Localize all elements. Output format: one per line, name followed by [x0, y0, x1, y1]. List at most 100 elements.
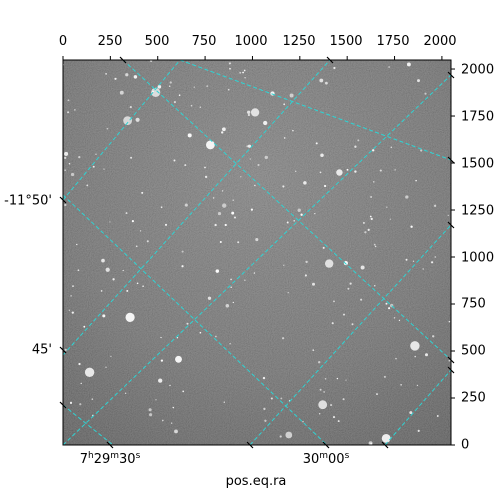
star: [345, 379, 347, 381]
star: [319, 171, 322, 174]
world-tick-mark: [59, 401, 67, 409]
star: [287, 292, 289, 294]
star: [169, 384, 171, 387]
world-tick-mark: [322, 441, 330, 449]
star: [125, 312, 135, 323]
star: [370, 217, 373, 221]
right-tick-label-1750: 1750: [461, 109, 495, 125]
star: [289, 93, 294, 98]
star: [109, 221, 111, 223]
star: [207, 296, 212, 300]
star: [383, 375, 386, 378]
star: [105, 267, 110, 272]
star: [182, 390, 185, 393]
star: [80, 382, 82, 385]
star: [247, 113, 251, 117]
star: [214, 223, 217, 227]
star: [242, 71, 245, 74]
star: [312, 349, 315, 352]
ra-tick-hours: 7: [79, 452, 88, 467]
star: [119, 90, 124, 95]
star: [126, 289, 129, 292]
star: [388, 66, 391, 68]
star: [333, 66, 336, 70]
star: [247, 144, 252, 148]
star: [367, 228, 370, 231]
star: [70, 295, 72, 297]
world-tick-mark: [326, 56, 334, 64]
star: [253, 272, 256, 274]
world-tick-mark: [246, 441, 254, 449]
star: [102, 314, 106, 318]
star: [376, 393, 378, 396]
star: [351, 323, 354, 326]
star: [112, 278, 115, 281]
star: [394, 169, 396, 171]
star: [76, 243, 78, 246]
star: [420, 149, 423, 152]
star: [432, 335, 435, 338]
top-tick-label-1000: 1000: [234, 34, 268, 49]
star: [286, 221, 289, 224]
star: [77, 269, 80, 272]
star: [67, 99, 70, 102]
star: [254, 184, 256, 187]
star: [303, 181, 307, 185]
star: [217, 211, 222, 216]
world-tick-mark: [447, 356, 455, 364]
star: [410, 225, 413, 228]
star: [342, 398, 345, 401]
star: [199, 106, 202, 108]
star: [386, 206, 388, 208]
star: [160, 336, 162, 339]
star: [169, 81, 172, 84]
star: [181, 250, 184, 253]
star: [343, 313, 345, 316]
star: [230, 278, 232, 281]
star: [280, 397, 283, 400]
star: [406, 62, 411, 67]
star: [332, 416, 336, 419]
star: [165, 223, 167, 226]
star: [448, 359, 451, 362]
star: [300, 213, 303, 216]
star: [135, 117, 140, 122]
star: [86, 184, 89, 187]
star: [292, 129, 294, 132]
star: [103, 168, 105, 170]
star: [393, 317, 396, 319]
star: [199, 331, 202, 334]
top-tick-label-250: 250: [97, 34, 123, 49]
star: [123, 116, 132, 125]
star: [234, 216, 236, 219]
star: [431, 261, 434, 264]
star: [354, 145, 357, 148]
star: [323, 184, 327, 188]
right-tick-label-1000: 1000: [461, 250, 495, 266]
star: [315, 142, 318, 145]
star: [229, 343, 231, 345]
star: [69, 401, 73, 405]
star: [279, 435, 282, 438]
axes-frame: [62, 59, 452, 446]
star: [184, 164, 187, 167]
star: [372, 149, 375, 152]
star: [381, 433, 391, 443]
star: [170, 422, 173, 424]
star: [369, 215, 372, 218]
star: [305, 260, 308, 264]
star: [323, 391, 325, 393]
star: [160, 359, 164, 362]
sky-noise: [63, 60, 451, 445]
star: [64, 156, 67, 160]
star: [68, 309, 70, 311]
top-tick-label-0: 0: [58, 34, 68, 49]
star: [133, 75, 138, 79]
star: [433, 204, 437, 207]
right-tick-label-2000: 2000: [461, 62, 495, 78]
star: [139, 230, 142, 232]
star: [110, 355, 112, 358]
star: [64, 169, 66, 171]
star: [64, 151, 69, 156]
star: [374, 245, 377, 248]
